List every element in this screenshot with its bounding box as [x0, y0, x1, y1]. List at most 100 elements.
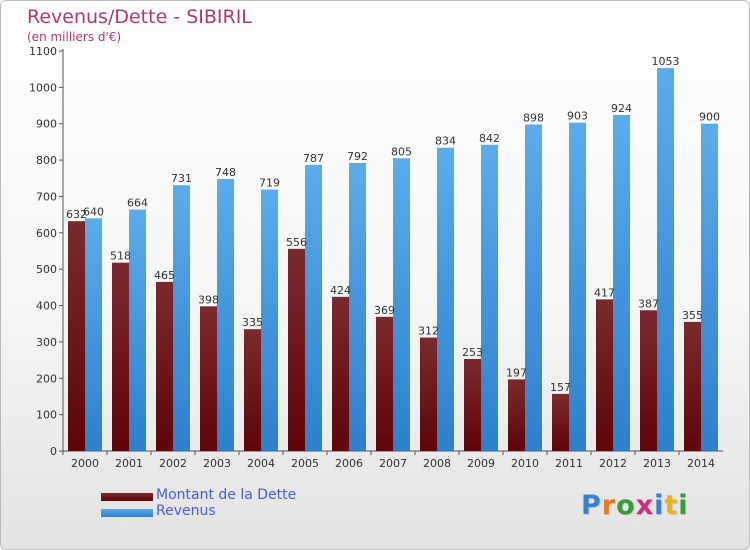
bar-dette-2001	[112, 262, 129, 451]
bar-dette-2012	[596, 299, 613, 451]
data-label-dette: 355	[682, 309, 703, 322]
data-label-revenus: 731	[171, 172, 192, 185]
y-tick-label: 200	[36, 372, 57, 385]
data-label-dette: 312	[418, 325, 439, 338]
bar-revenus-2011	[569, 122, 586, 452]
data-label-dette: 632	[66, 208, 87, 221]
bar-dette-2000	[68, 221, 85, 451]
y-tick-label: 100	[36, 409, 57, 422]
logo-letter: r	[601, 490, 617, 521]
chart-subtitle: (en milliers d'€)	[27, 30, 122, 44]
data-label-dette: 335	[242, 316, 263, 329]
data-label-dette: 417	[594, 286, 615, 299]
bar-dette-2008	[420, 337, 437, 451]
bar-revenus-2007	[393, 158, 410, 452]
data-label-revenus: 898	[523, 111, 544, 124]
data-label-revenus: 842	[479, 132, 500, 145]
x-tick-label: 2005	[291, 457, 319, 470]
bar-revenus-2000	[85, 218, 102, 451]
data-label-revenus: 719	[259, 177, 280, 190]
y-tick-label: 900	[36, 118, 57, 131]
y-tick-label: 800	[36, 154, 57, 167]
data-label-revenus: 748	[215, 166, 236, 179]
data-label-dette: 197	[506, 366, 527, 379]
y-tick-label: 300	[36, 336, 57, 349]
y-tick-label: 600	[36, 227, 57, 240]
x-tick-label: 2011	[555, 457, 583, 470]
y-tick-label: 700	[36, 190, 57, 203]
data-label-dette: 424	[330, 284, 351, 297]
y-tick-label: 1100	[29, 45, 57, 58]
y-tick-label: 500	[36, 263, 57, 276]
logo-letter: i	[678, 490, 689, 521]
x-tick-label: 2003	[203, 457, 231, 470]
bar-dette-2004	[244, 329, 261, 451]
proxiti-logo: Proxiti	[581, 490, 689, 521]
bar-dette-2009	[464, 359, 481, 451]
legend-label-dette: Montant de la Dette	[156, 487, 297, 503]
x-tick-label: 2010	[511, 457, 539, 470]
bar-revenus-2002	[173, 185, 190, 451]
logo-letter: t	[664, 490, 679, 521]
bar-revenus-2010	[525, 124, 542, 452]
x-tick-label: 2002	[159, 457, 187, 470]
x-tick-label: 2004	[247, 457, 275, 470]
data-label-revenus: 1053	[652, 55, 680, 68]
x-tick-label: 2009	[467, 457, 495, 470]
bar-dette-2011	[552, 393, 569, 451]
logo-letter: i	[654, 490, 665, 521]
x-tick-label: 2007	[379, 457, 407, 470]
bar-dette-2013	[640, 310, 657, 451]
data-label-revenus: 787	[303, 152, 324, 165]
logo-letter: P	[581, 490, 602, 521]
data-label-revenus: 640	[83, 205, 104, 218]
bar-dette-2003	[200, 306, 217, 451]
bar-revenus-2013	[657, 68, 674, 451]
legend-swatch-revenus	[101, 509, 153, 517]
data-label-dette: 369	[374, 304, 395, 317]
chart-title: Revenus/Dette - SIBIRIL	[27, 6, 252, 28]
data-label-dette: 518	[110, 250, 131, 263]
bar-revenus-2005	[305, 164, 322, 451]
data-label-revenus: 664	[127, 197, 148, 210]
logo-letter: x	[635, 490, 655, 521]
data-label-dette: 556	[286, 236, 307, 249]
data-label-dette: 398	[198, 293, 219, 306]
x-tick-label: 2000	[71, 457, 99, 470]
bar-dette-2006	[332, 296, 349, 451]
data-label-revenus: 805	[391, 145, 412, 158]
x-tick-label: 2012	[599, 457, 627, 470]
bar-revenus-2009	[481, 144, 498, 451]
bar-revenus-2004	[261, 189, 278, 451]
data-label-revenus: 834	[435, 135, 456, 148]
data-label-revenus: 924	[611, 102, 632, 115]
y-tick-label: 400	[36, 300, 57, 313]
bar-dette-2014	[684, 321, 701, 451]
bar-dette-2002	[156, 281, 173, 451]
bar-revenus-2008	[437, 147, 454, 451]
x-tick-label: 2014	[687, 457, 715, 470]
bar-revenus-2003	[217, 179, 234, 451]
bar-dette-2007	[376, 316, 393, 451]
logo-letter: o	[616, 490, 636, 521]
data-label-revenus: 900	[699, 111, 720, 124]
data-label-dette: 157	[550, 381, 571, 394]
bar-revenus-2014	[701, 123, 718, 452]
bar-revenus-2006	[349, 163, 366, 451]
bar-revenus-2001	[129, 209, 146, 451]
x-tick-label: 2001	[115, 457, 143, 470]
bar-revenus-2012	[613, 115, 630, 451]
bar-dette-2010	[508, 379, 525, 451]
data-label-revenus: 903	[567, 110, 588, 123]
legend-swatch-dette	[101, 493, 153, 501]
legend-label-revenus: Revenus	[156, 503, 216, 519]
x-tick-label: 2008	[423, 457, 451, 470]
y-tick-label: 1000	[29, 81, 57, 94]
bar-dette-2005	[288, 248, 305, 451]
y-tick-label: 0	[50, 445, 57, 458]
data-label-dette: 253	[462, 346, 483, 359]
data-label-dette: 387	[638, 297, 659, 310]
x-tick-label: 2013	[643, 457, 671, 470]
